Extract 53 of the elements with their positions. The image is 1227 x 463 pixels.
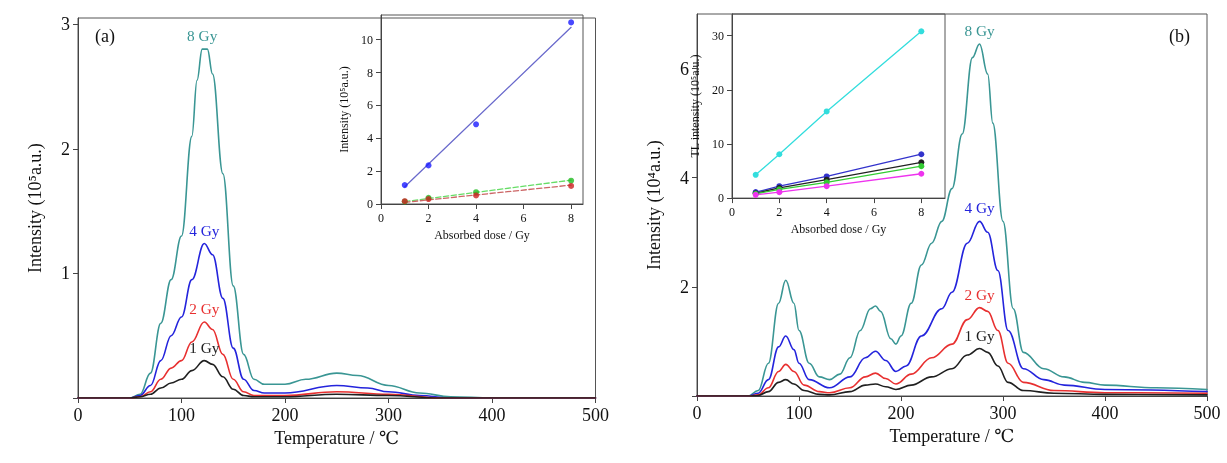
series-label: 1 Gy: [189, 338, 220, 356]
y-tick-label: 4: [367, 131, 373, 146]
y-axis-title: Intensity (10⁵a.u.): [24, 143, 46, 273]
y-tick-label: 2: [367, 164, 373, 179]
series-label: 4 Gy: [189, 221, 220, 239]
y-tick-label: 1: [61, 263, 70, 284]
y-tick-label: 3: [61, 14, 70, 35]
y-axis-title: Intensity (10⁵a.u.): [337, 66, 352, 153]
y-tick-label: 6: [367, 98, 373, 113]
x-tick-label: 4: [473, 211, 480, 225]
series-label: 4 Gy: [964, 199, 995, 217]
x-tick-label: 500: [582, 405, 609, 425]
y-axis-title: TL intensity (10⁵a.u.): [688, 54, 703, 158]
x-tick-label: 8: [568, 211, 575, 225]
y-tick-label: 20: [712, 82, 724, 97]
y-tick-label: 6: [680, 58, 689, 79]
x-tick-label: 6: [520, 211, 527, 225]
x-tick-label: 100: [785, 403, 813, 423]
y-tick-label: 2: [61, 138, 70, 159]
series-label: 8 Gy: [187, 27, 218, 45]
y-tick-label: 2: [680, 276, 689, 297]
y-tick-label: 10: [361, 32, 373, 47]
x-axis-title: Temperature / ℃: [889, 425, 1015, 446]
x-tick-label: 6: [871, 205, 877, 220]
y-tick-label: 10: [712, 136, 724, 151]
x-tick-label: 2: [425, 211, 432, 225]
x-axis-title: Absorbed dose / Gy: [790, 222, 887, 236]
series-label: 8 Gy: [964, 22, 995, 40]
series-label: 2 Gy: [964, 285, 995, 303]
text: (b): [1169, 26, 1191, 47]
x-axis-title: Temperature / ℃: [274, 427, 400, 448]
y-tick-label: 0: [718, 191, 724, 206]
x-tick-label: 0: [378, 211, 384, 225]
series-label: 2 Gy: [189, 300, 220, 317]
series-label: 1 Gy: [964, 326, 995, 344]
y-tick-label: 8: [367, 65, 373, 80]
y-tick-label: 4: [680, 167, 689, 188]
x-tick-label: 4: [823, 205, 830, 220]
x-tick-label: 2: [776, 205, 783, 220]
y-axis-title: Intensity (10⁴a.u.): [643, 140, 665, 270]
y-tick-label: 30: [712, 28, 724, 43]
x-tick-label: 500: [1193, 403, 1221, 423]
x-tick-label: 0: [729, 205, 735, 220]
x-tick-label: 300: [375, 405, 402, 425]
x-tick-label: 300: [989, 403, 1017, 423]
x-tick-label: 200: [887, 403, 915, 423]
x-tick-label: 400: [1091, 403, 1119, 423]
x-tick-label: 400: [478, 405, 506, 425]
x-tick-label: 100: [168, 405, 195, 425]
x-tick-label: 200: [271, 405, 299, 425]
x-tick-label: 8: [918, 205, 925, 220]
x-axis-title: Absorbed dose / Gy: [434, 227, 530, 242]
chart-title: (a): [95, 26, 115, 47]
